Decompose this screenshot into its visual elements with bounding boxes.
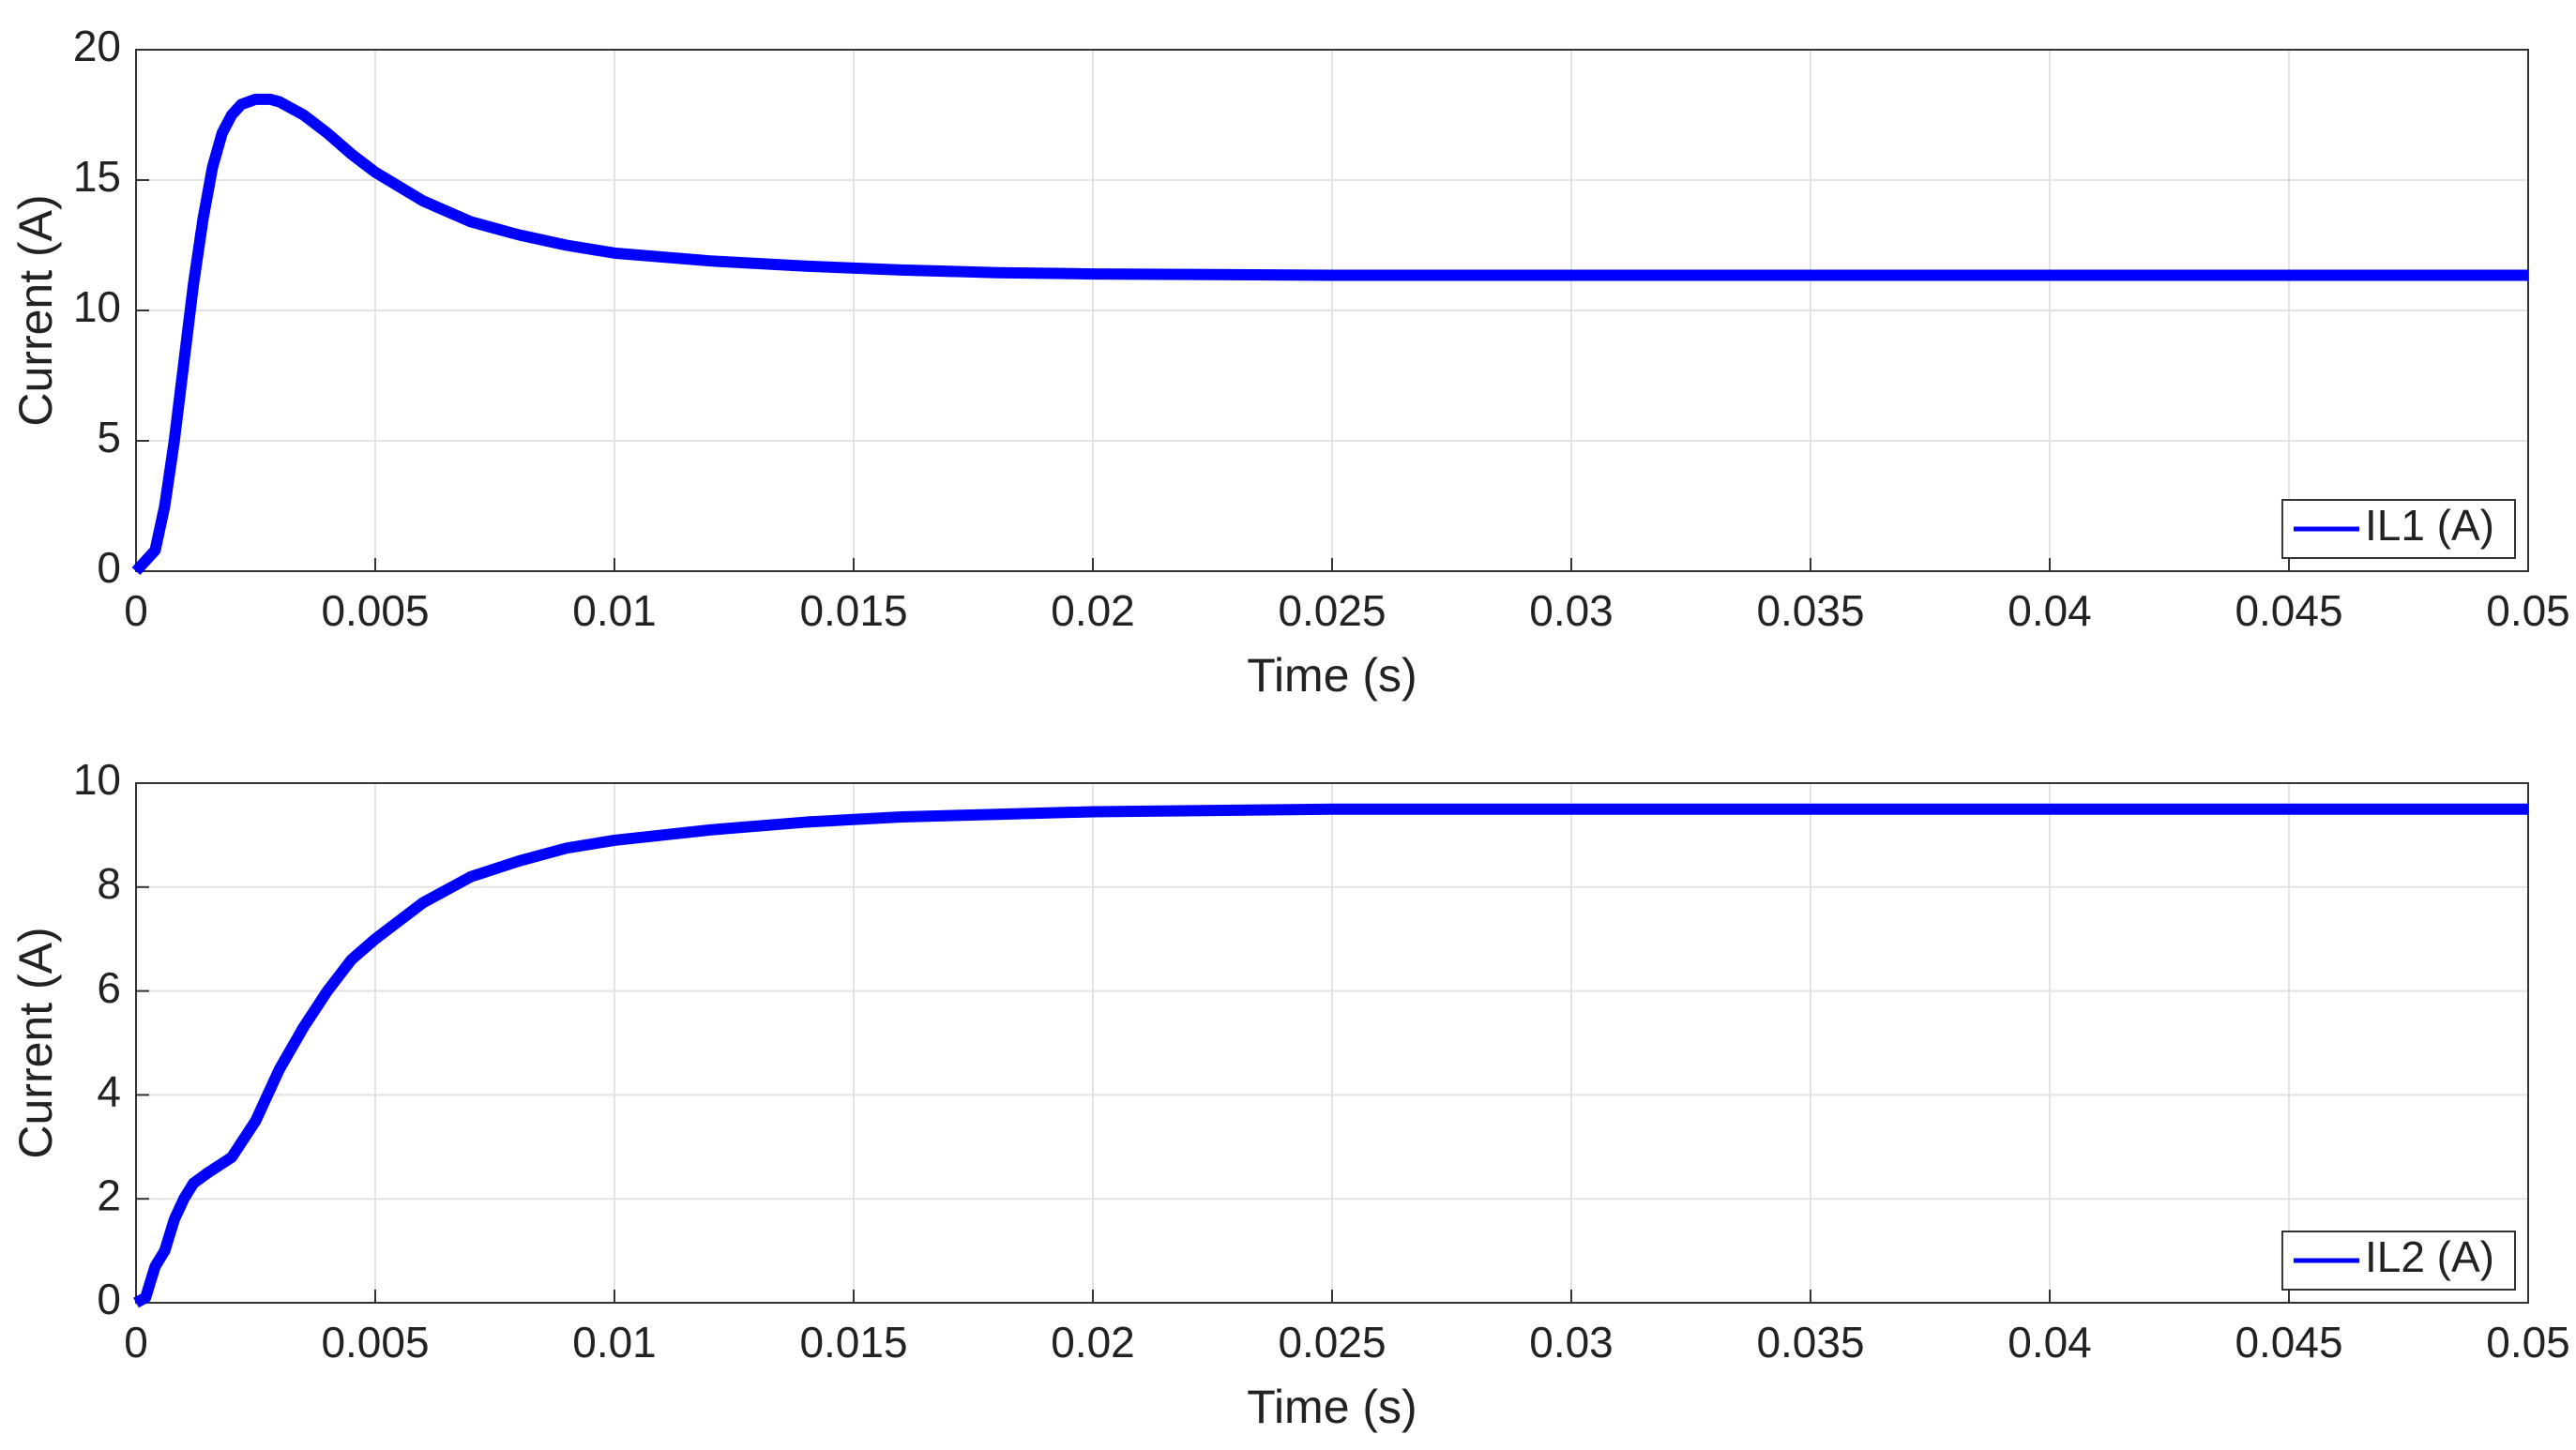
legend-label: IL2 (A) [2365, 1232, 2494, 1281]
y-axis-label: Current (A) [9, 194, 62, 426]
x-tick-label: 0 [124, 586, 148, 635]
y-tick-label: 4 [97, 1067, 121, 1116]
legend-label: IL1 (A) [2365, 501, 2494, 550]
x-tick-label: 0.05 [2486, 586, 2570, 635]
x-tick-label: 0.015 [799, 1318, 907, 1367]
x-tick-label: 0.02 [1051, 586, 1135, 635]
y-tick-label: 20 [73, 22, 121, 70]
y-tick-label: 8 [97, 859, 121, 908]
x-tick-label: 0.045 [2235, 586, 2342, 635]
y-tick-label: 0 [97, 543, 121, 592]
x-tick-label: 0.045 [2235, 1318, 2342, 1367]
x-tick-label: 0 [124, 1318, 148, 1367]
x-tick-label: 0.025 [1278, 586, 1386, 635]
x-tick-label: 0.01 [572, 586, 657, 635]
y-tick-label: 0 [97, 1275, 121, 1323]
x-tick-label: 0.015 [799, 586, 907, 635]
y-tick-label: 15 [73, 152, 121, 201]
x-axis-label: Time (s) [1247, 649, 1417, 702]
x-tick-label: 0.025 [1278, 1318, 1386, 1367]
plot: 0 0.005 0.01 0.015 0.02 0.025 0.03 0.035 0.04 0.0… [9, 22, 2570, 702]
plot: 0 0.005 0.01 0.015 0.02 0.025 0.03 0.035 0.04 0.0… [9, 755, 2570, 1433]
data-line [133, 803, 2528, 1308]
x-tick-label: 0.035 [1756, 586, 1864, 635]
legend: IL2 (A) [2281, 1231, 2516, 1291]
y-axis-label: Current (A) [9, 927, 62, 1158]
y-tick-label: 10 [73, 755, 121, 804]
x-tick-label: 0.05 [2486, 1318, 2570, 1367]
x-tick-label: 0.005 [321, 586, 429, 635]
y-tick-label: 10 [73, 282, 121, 331]
y-tick-label: 2 [97, 1171, 121, 1219]
x-tick-label: 0.005 [321, 1318, 429, 1367]
x-tick-label: 0.04 [2008, 586, 2092, 635]
x-tick-label: 0.03 [1529, 586, 1614, 635]
y-tick-label: 5 [97, 413, 121, 461]
x-tick-label: 0.03 [1529, 1318, 1614, 1367]
axes-box [135, 782, 2529, 1304]
legend: IL1 (A) [2281, 499, 2516, 559]
x-tick-label: 0.04 [2008, 1318, 2092, 1367]
x-tick-label: 0.01 [572, 1318, 657, 1367]
x-tick-label: 0.02 [1051, 1318, 1135, 1367]
x-tick-label: 0.035 [1756, 1318, 1864, 1367]
x-axis-label: Time (s) [1247, 1381, 1417, 1433]
axes-box [135, 49, 2529, 572]
y-tick-label: 6 [97, 963, 121, 1012]
data-line [131, 93, 2528, 576]
